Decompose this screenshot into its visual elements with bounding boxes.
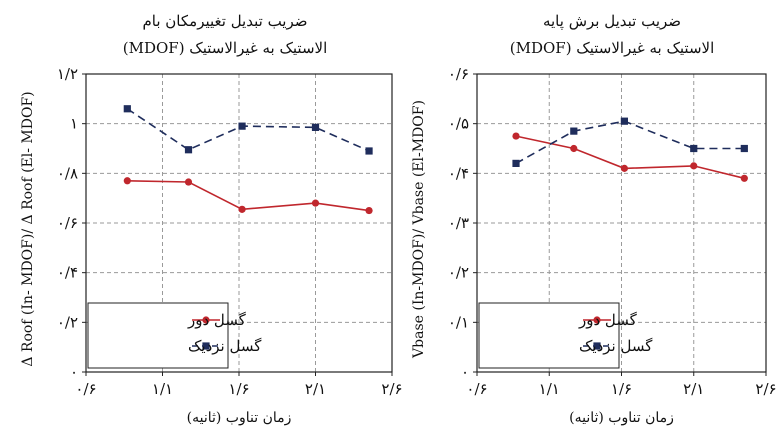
data-point [740, 144, 748, 153]
data-point [238, 122, 246, 130]
data-point [740, 174, 748, 182]
legend-marker [593, 342, 601, 350]
y-tick-label: ۱/۲ [57, 65, 78, 83]
chart-subtitle: الاستیک به غیرالاستیک (MDOF) [123, 39, 328, 57]
x-tick-label: ۱/۶ [611, 380, 632, 398]
x-tick-label: ۰/۶ [466, 380, 487, 398]
x-tick-label: ۱/۱ [152, 380, 173, 398]
series-line-1 [127, 180, 370, 212]
x-tick-label: ۱/۶ [228, 380, 249, 398]
legend: گسل دور گسل نزدیک [87, 302, 262, 369]
y-tick-label: ۰ [70, 363, 78, 381]
data-point [311, 199, 320, 207]
y-axis-label: Δ Roof (In- MDOF)/ Δ Roof (El- MDOF) [20, 91, 36, 366]
x-axis-label: زمان تناوب (ثانیه) [187, 410, 292, 426]
legend-label: گسل دور [187, 311, 247, 329]
data-point [512, 159, 520, 167]
data-point [690, 162, 698, 170]
legend-label: گسل دور [578, 311, 638, 329]
data-point [690, 144, 698, 153]
x-tick-label: ۲/۱ [305, 380, 326, 398]
series-line-1 [515, 135, 745, 180]
data-point [184, 146, 193, 154]
x-tick-label: ۲/۱ [683, 380, 704, 398]
data-point [123, 105, 131, 113]
y-tick-label: ۰/۱ [448, 313, 469, 331]
chart-title: ضریب تبدیل برش پایه [543, 12, 681, 30]
data-point [570, 144, 578, 153]
y-tick-label: ۰/۴ [448, 164, 469, 182]
data-point [238, 205, 246, 213]
y-tick-label: ۰/۵ [448, 115, 469, 133]
series-line-2 [126, 108, 370, 152]
y-tick-label: ۱ [70, 115, 78, 133]
data-point [620, 117, 628, 125]
y-tick-label: ۰/۸ [57, 164, 78, 182]
chart-subtitle: الاستیک به غیرالاستیک (MDOF) [510, 39, 715, 57]
y-tick-label: ۰/۳ [448, 214, 469, 232]
legend-label: گسل نزدیک [579, 337, 653, 355]
chart-title: ضریب تبدیل تغییرمکان بام [142, 12, 307, 30]
y-tick-label: ۰/۲ [448, 264, 469, 282]
y-tick-label: ۰/۶ [57, 214, 78, 232]
y-axis-label: Vbase (In-MDOF)/ Vbase (El-MDOF) [411, 100, 427, 359]
y-tick-label: ۰/۴ [57, 264, 78, 282]
legend-label: گسل نزدیک [188, 337, 262, 355]
chart-panel-1: ضریب تبدیل تغییرمکان بام الاستیک به غیرال… [20, 12, 403, 426]
x-axis-label: زمان تناوب (ثانیه) [569, 410, 674, 426]
x-tick-label: ۲/۶ [755, 380, 776, 398]
data-point [512, 132, 520, 140]
legend-box [87, 302, 229, 369]
chart-panel-2: ضریب تبدیل برش پایه الاستیک به غیرالاستیک… [411, 12, 777, 426]
legend-marker [593, 316, 601, 324]
x-tick-label: ۰/۶ [75, 380, 96, 398]
y-tick-label: ۰ [461, 363, 469, 381]
data-point [570, 127, 578, 135]
x-tick-label: ۱/۱ [539, 380, 560, 398]
data-point [184, 178, 193, 186]
y-tick-label: ۰/۶ [448, 65, 469, 83]
data-point [365, 147, 373, 155]
data-point [311, 123, 320, 131]
legend-marker [202, 342, 210, 350]
series-line-2 [515, 120, 745, 165]
data-point [365, 206, 373, 215]
x-tick-label: ۲/۶ [381, 380, 402, 398]
data-point [620, 164, 628, 172]
legend-box [478, 302, 620, 369]
legend-marker [202, 316, 210, 324]
y-tick-label: ۰/۲ [57, 313, 78, 331]
data-point [123, 177, 131, 185]
legend: گسل دور گسل نزدیک [478, 302, 653, 369]
